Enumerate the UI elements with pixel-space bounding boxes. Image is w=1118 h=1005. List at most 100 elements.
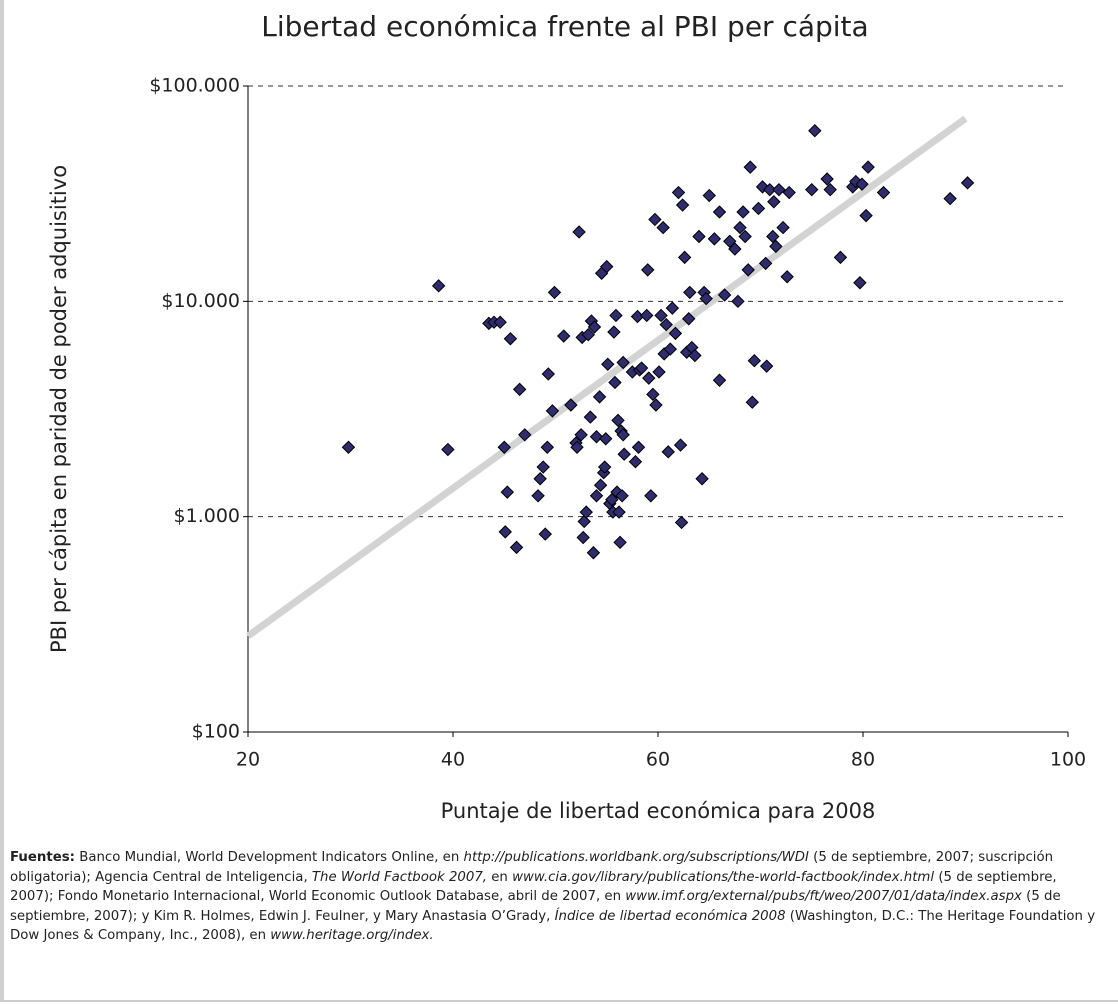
point <box>649 398 663 412</box>
point <box>665 301 680 315</box>
x-tick-label: 20 <box>236 749 260 771</box>
point <box>498 525 512 539</box>
point <box>675 198 690 212</box>
point <box>780 270 794 284</box>
point <box>646 387 660 402</box>
point <box>589 489 604 503</box>
point <box>642 371 656 385</box>
trend-line <box>245 115 968 639</box>
point <box>509 540 524 555</box>
point <box>615 489 629 503</box>
point <box>731 294 745 309</box>
point <box>617 447 631 461</box>
point <box>674 515 689 530</box>
x-tick-label: 100 <box>1050 749 1086 771</box>
point <box>518 428 532 442</box>
point <box>500 485 515 499</box>
point <box>859 208 873 223</box>
point <box>659 317 673 332</box>
point <box>656 220 670 235</box>
point <box>671 185 686 200</box>
point <box>640 308 654 323</box>
point <box>631 440 646 454</box>
point <box>654 308 668 323</box>
point <box>808 123 822 138</box>
point <box>652 365 666 379</box>
chart-title: Libertad económica frente al PBI per cáp… <box>261 10 868 43</box>
footnote-part: (Washington, D.C.: The Heritage Foundati… <box>10 908 1096 944</box>
point <box>960 176 975 190</box>
point <box>699 291 713 306</box>
point <box>593 478 608 492</box>
y-axis-label: PBI per cápita en paridad de poder adqui… <box>47 165 71 653</box>
point <box>601 357 615 372</box>
footnote: Fuentes: Banco Mundial, World Developmen… <box>10 848 1100 946</box>
point <box>723 234 737 249</box>
point <box>607 325 621 339</box>
point <box>823 182 837 197</box>
point <box>431 279 446 293</box>
point <box>597 460 612 474</box>
point <box>589 430 604 444</box>
point <box>712 373 727 387</box>
footnote-part: (5 de septiembre, 2007); Fondo Monetario… <box>10 869 1057 905</box>
bottom-rule <box>0 1000 1118 1002</box>
point <box>728 242 742 256</box>
point <box>648 212 662 227</box>
point <box>673 438 688 452</box>
point <box>634 361 649 375</box>
point <box>717 288 732 302</box>
point <box>545 404 560 418</box>
point <box>738 229 752 244</box>
point <box>745 395 760 409</box>
point <box>613 535 627 550</box>
footnote-part: Fuentes: <box>10 850 75 865</box>
footnote-part: (5 de septiembre, 2007); y Kim R. Holmes… <box>10 889 1061 924</box>
y-tick-label: $100 <box>192 721 240 743</box>
point <box>776 220 790 235</box>
point <box>805 182 819 197</box>
point <box>574 428 588 442</box>
point <box>741 263 755 277</box>
footnote-part: The World Factbook 2007, <box>311 869 488 885</box>
point <box>570 440 584 454</box>
footnote-part: www.heritage.org/index. <box>270 928 434 943</box>
point <box>766 229 780 244</box>
point <box>747 353 762 368</box>
footnote-part: www.cia.gov/library/publications/the-wor… <box>512 869 935 885</box>
point <box>564 398 578 412</box>
point <box>541 367 556 381</box>
point <box>663 342 678 356</box>
point <box>592 390 607 404</box>
point <box>600 259 614 274</box>
point <box>943 191 957 206</box>
point <box>682 312 696 326</box>
footnote-part: www.imf.org/external/pubs/ft/weo/2007/01… <box>625 889 1022 904</box>
point <box>692 229 706 244</box>
point <box>641 263 655 277</box>
x-tick-label: 40 <box>441 749 465 771</box>
point <box>531 489 545 503</box>
point <box>876 185 891 200</box>
x-tick-label: 60 <box>646 749 670 771</box>
point <box>661 445 675 459</box>
point <box>861 160 875 174</box>
point <box>586 546 601 560</box>
point <box>683 285 697 300</box>
point <box>611 413 625 428</box>
point <box>769 239 783 254</box>
point <box>533 472 547 486</box>
footnote-part: http://publications.worldbank.org/subscr… <box>463 850 809 865</box>
point <box>612 505 626 519</box>
y-tick-label: $100.000 <box>149 75 240 97</box>
point <box>581 327 596 342</box>
point <box>441 442 455 457</box>
footnote-part: Banco Mundial, World Development Indicat… <box>74 850 464 865</box>
point <box>579 505 593 519</box>
edge-bar <box>0 0 4 1000</box>
x-axis-label: Puntaje de libertad económica para 2008 <box>441 799 876 823</box>
point <box>587 320 602 334</box>
point <box>577 514 591 529</box>
point <box>547 285 562 300</box>
